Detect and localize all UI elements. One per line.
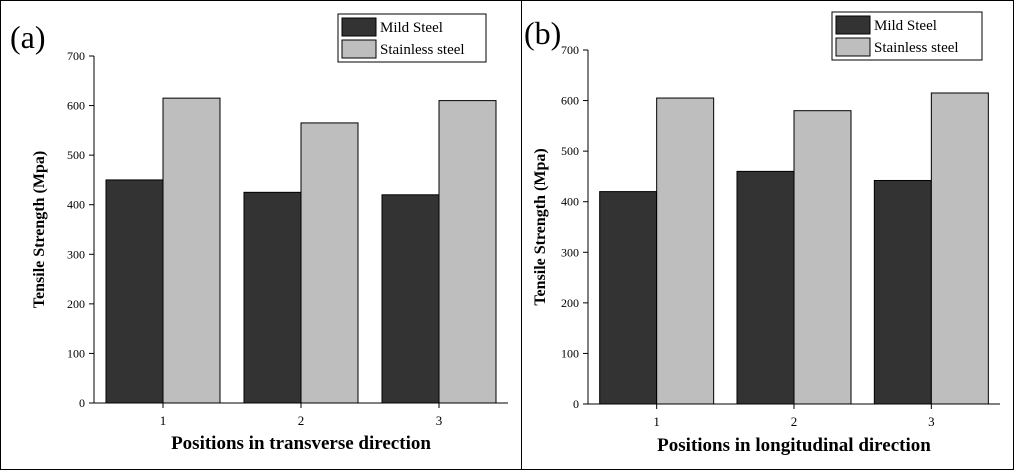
panel-b-bar-mild-steel-3 xyxy=(873,179,932,405)
panel-a-bar-mild-steel-2 xyxy=(243,191,302,404)
panel-a-label: (a) xyxy=(10,19,46,55)
panel-a-xtick-label: 1 xyxy=(160,413,167,428)
panel-a-x-axis-label: Positions in transverse direction xyxy=(171,433,431,454)
panel-b-bar-stainless-steel-2 xyxy=(793,110,852,405)
panel-a-bar-stainless-steel-2 xyxy=(300,122,359,404)
panel-a-xtick-label: 3 xyxy=(436,413,443,428)
panel-b-ytick-label: 300 xyxy=(561,245,579,259)
panel-a-ytick-label: 0 xyxy=(79,396,85,410)
panel-a-ytick-label: 300 xyxy=(67,247,85,261)
panel-b-bar-mild-steel-2 xyxy=(736,170,795,405)
panel-b-ytick-label: 200 xyxy=(561,296,579,310)
panel-b-y-axis-label: Tensile Strength (Mpa) xyxy=(532,148,549,305)
panel-a-bar-mild-steel-1 xyxy=(105,179,164,404)
panel-a-ytick-label: 700 xyxy=(67,49,85,63)
panel-b-ytick-label: 0 xyxy=(573,397,579,411)
panel-a-bar-mild-steel-3 xyxy=(381,194,440,404)
panel-b-legend-label-mild-steel: Mild Steel xyxy=(874,18,937,34)
panel-b-legend-swatch-stainless-steel xyxy=(835,37,871,57)
panel-a-bar-stainless-steel-1 xyxy=(162,97,221,404)
panel-a-legend-swatch-mild-steel xyxy=(341,17,377,37)
panel-a-bar-stainless-steel-3 xyxy=(438,100,497,404)
panel-b-xtick-label: 1 xyxy=(653,414,660,429)
panel-b-bar-mild-steel-1 xyxy=(599,191,658,405)
panel-a-legend-label-mild-steel: Mild Steel xyxy=(380,20,443,36)
panel-a-ytick-label: 500 xyxy=(67,148,85,162)
panel-b-ytick-label: 100 xyxy=(561,346,579,360)
panel-b-xtick-label: 3 xyxy=(928,414,935,429)
panel-a-ytick-label: 400 xyxy=(67,198,85,212)
panel-b-bar-stainless-steel-1 xyxy=(656,97,715,405)
panel-b-ytick-label: 500 xyxy=(561,144,579,158)
panel-a-legend-label-stainless-steel: Stainless steel xyxy=(380,42,465,58)
panel-a-ytick-label: 600 xyxy=(67,99,85,113)
panel-a-ytick-label: 100 xyxy=(67,346,85,360)
panel-b-ytick-label: 400 xyxy=(561,195,579,209)
panel-a-ytick-label: 200 xyxy=(67,297,85,311)
panel-b-x-axis-label: Positions in longitudinal direction xyxy=(657,435,931,456)
panel-b-bar-stainless-steel-3 xyxy=(930,92,989,405)
panel-b-xtick-label: 2 xyxy=(791,414,798,429)
panel-b-ytick-label: 700 xyxy=(561,43,579,57)
panel-a-y-axis-label: Tensile Strength (Mpa) xyxy=(31,151,48,308)
panel-b-label: (b) xyxy=(524,15,561,51)
panel-b-legend-swatch-mild-steel xyxy=(835,15,871,35)
panel-a-xtick-label: 2 xyxy=(298,413,305,428)
panel-b-ytick-label: 600 xyxy=(561,94,579,108)
panel-a-legend-swatch-stainless-steel xyxy=(341,39,377,59)
panel-b-legend-label-stainless-steel: Stainless steel xyxy=(874,40,959,56)
